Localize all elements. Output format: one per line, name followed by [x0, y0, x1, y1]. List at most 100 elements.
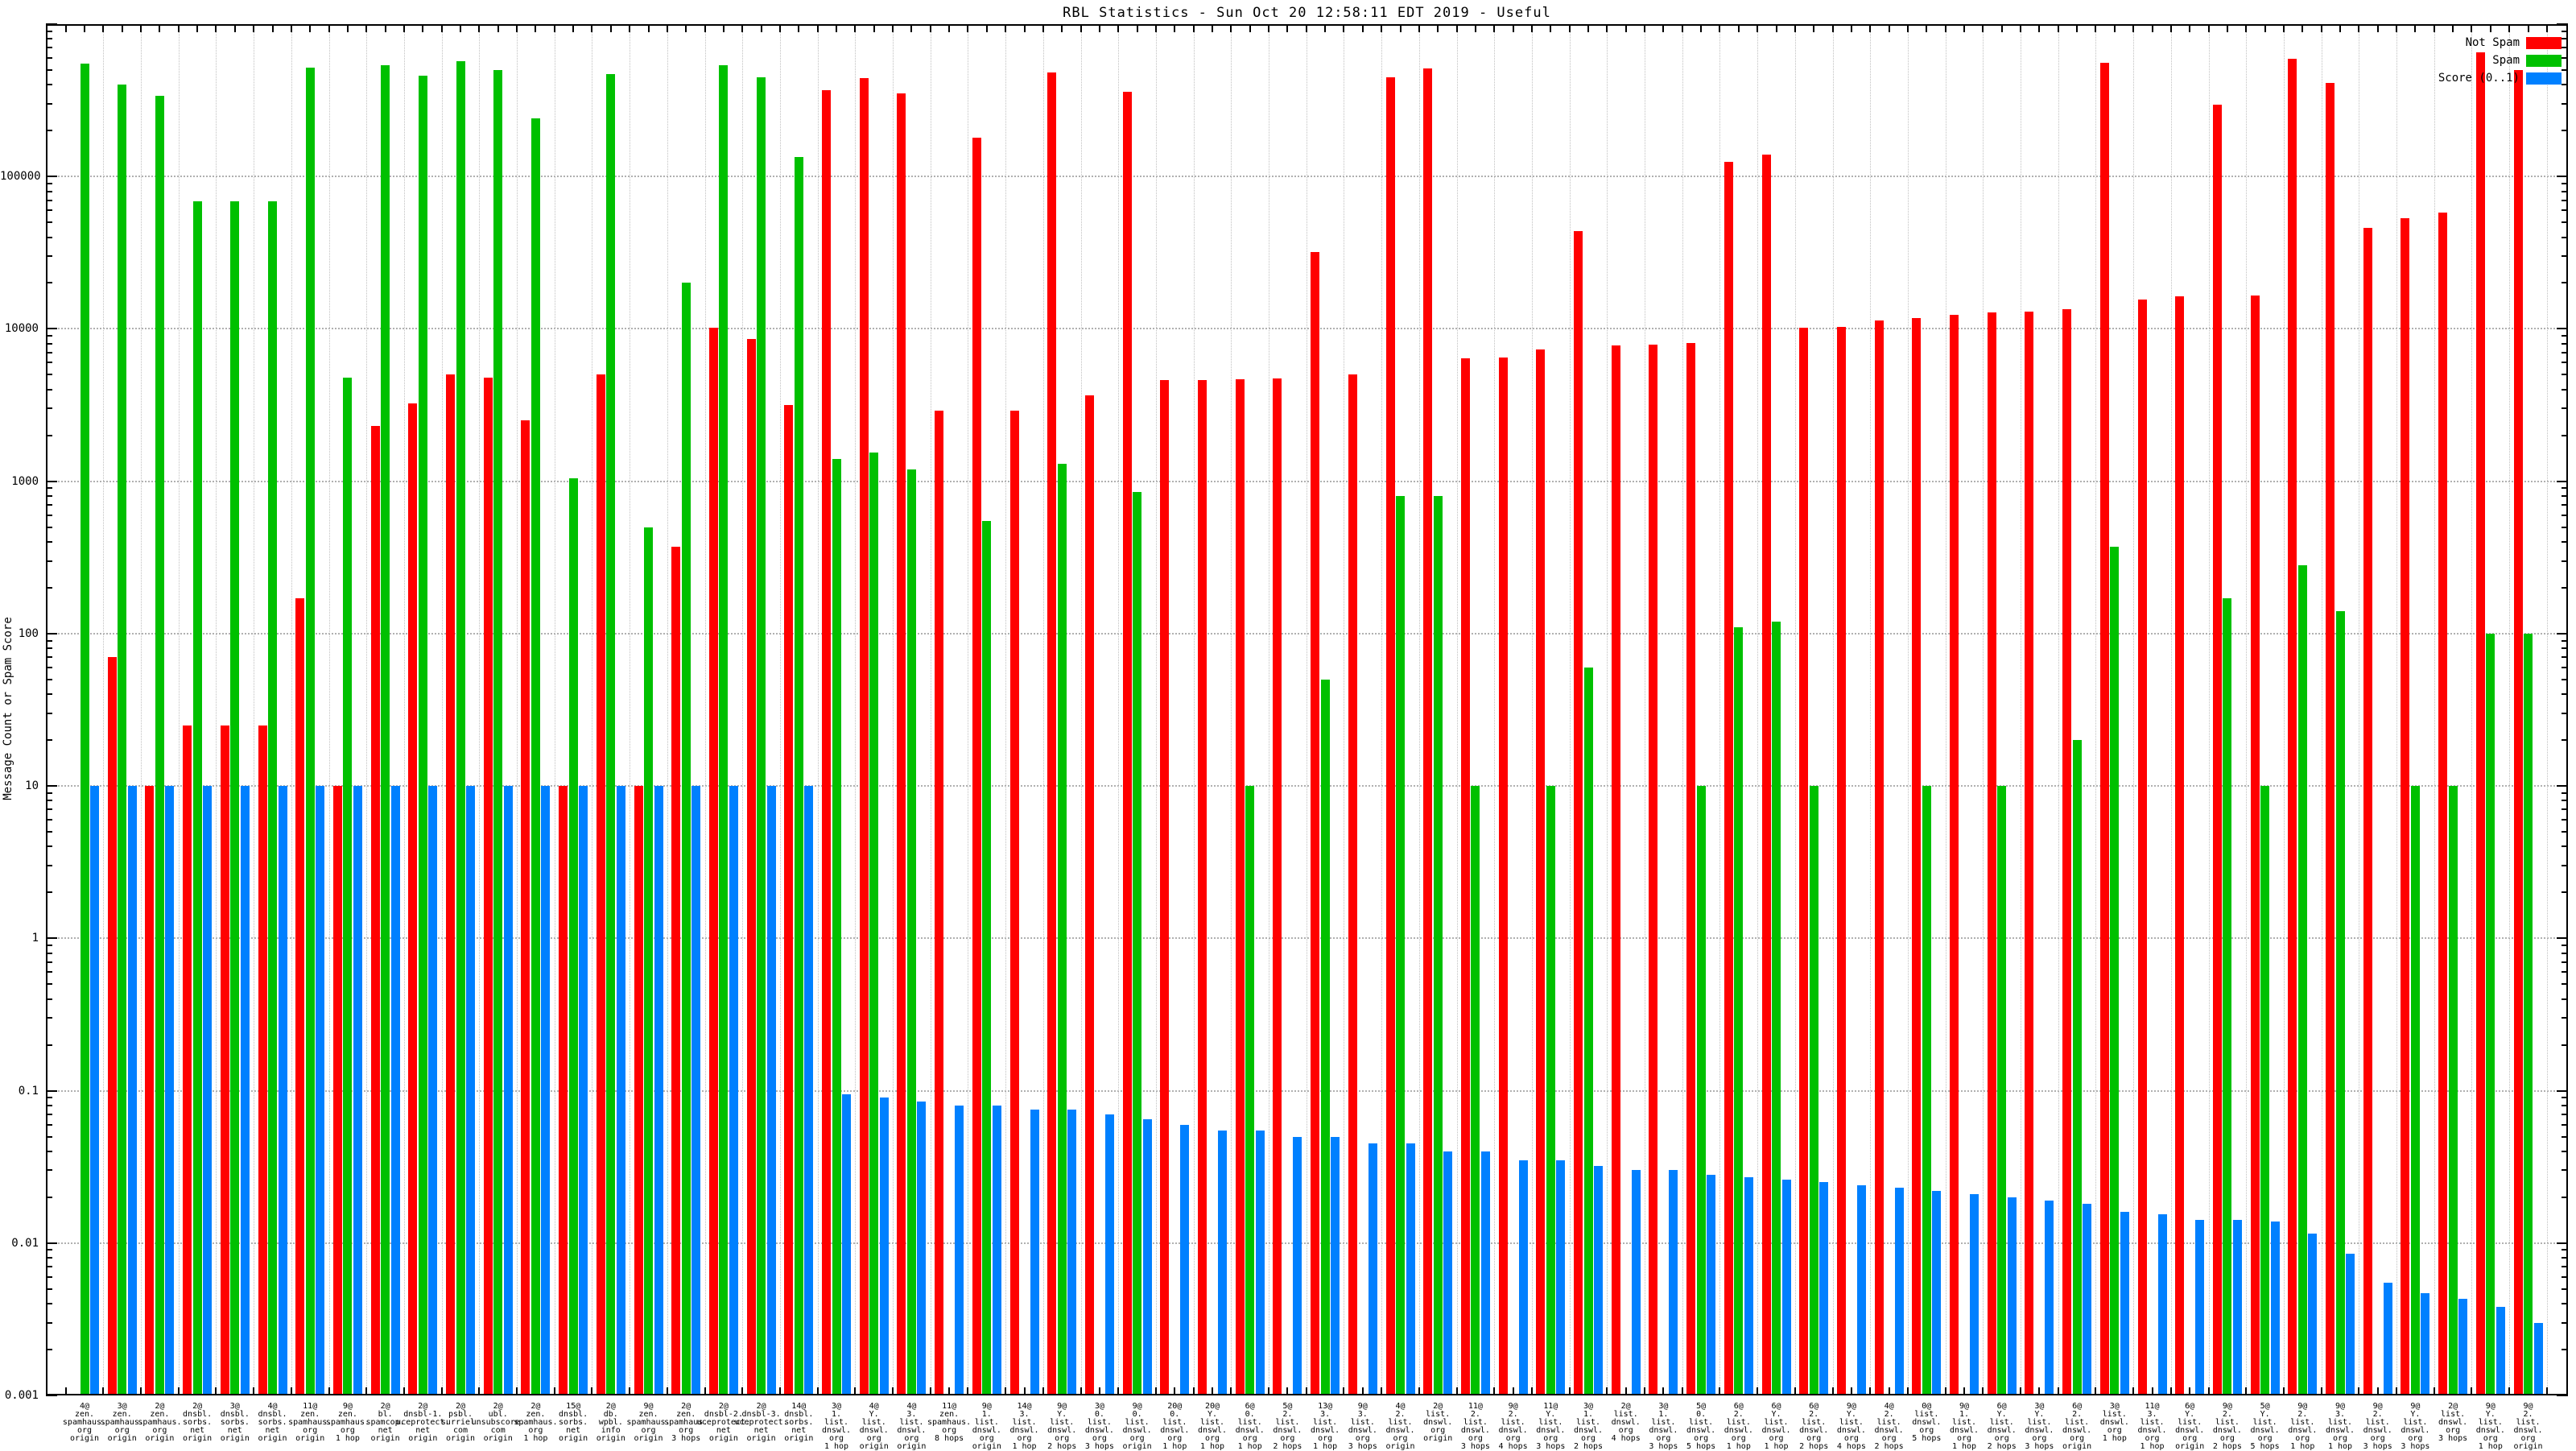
x-tick [1474, 24, 1476, 32]
x-category-label: 14@ dnsbl. sorbs. net origin [784, 1402, 814, 1443]
x-tick [422, 24, 424, 32]
x-tick [948, 1387, 951, 1395]
bar-score-0-1 [2496, 1307, 2505, 1394]
x-tick [2527, 24, 2529, 32]
bar-spam [1922, 786, 1931, 1394]
bar-spam [1396, 496, 1405, 1394]
bar-not-spam [2363, 228, 2372, 1394]
x-tick [760, 24, 762, 32]
bar-not-spam [370, 426, 380, 1394]
y-tick-label: 10000 [4, 322, 39, 336]
x-tick [1418, 24, 1420, 32]
x-category-label: 3@ zen. spamhaus. org origin [100, 1402, 144, 1443]
bar-spam [794, 156, 803, 1394]
x-category-label: 9@ 2. list. dnswl. org 4 hops [1498, 1402, 1528, 1451]
bar-spam [2110, 547, 2120, 1394]
x-tick [741, 1387, 744, 1395]
bar-score-0-1 [1631, 1170, 1641, 1394]
x-tick [1869, 1387, 1872, 1395]
bar-score-0-1 [240, 786, 250, 1394]
y-tick-minor [46, 236, 52, 238]
x-tick [609, 24, 612, 32]
x-tick [121, 24, 123, 32]
x-tick [159, 24, 161, 32]
x-category-label: 6@ 2. list. dnswl. org origin [2062, 1402, 2092, 1451]
bar-not-spam [708, 327, 718, 1394]
y-tick-minor [2562, 503, 2568, 506]
bar-spam [1245, 786, 1255, 1394]
x-gridline [1832, 24, 1834, 1395]
x-gridline [1531, 24, 1533, 1395]
y-tick-minor [2562, 282, 2568, 284]
x-tick [1850, 24, 1852, 32]
bar-score-0-1 [1594, 1166, 1603, 1394]
y-tick-minor [46, 190, 52, 192]
x-tick [1399, 24, 1402, 32]
y-tick-minor [2562, 647, 2568, 650]
y-tick-minor [46, 351, 52, 353]
y-tick-label: 1 [31, 932, 39, 945]
bar-score-0-1 [1180, 1124, 1190, 1394]
x-category-label: 9@ 2. list. dnswl. org 3 hops [2363, 1402, 2392, 1451]
x-category-label: 2@ bl. spamcop. net origin [365, 1402, 405, 1443]
bar-not-spam [2137, 299, 2147, 1394]
bar-score-0-1 [1894, 1188, 1904, 1394]
x-tick [1042, 24, 1044, 32]
x-tick [685, 24, 687, 32]
bar-not-spam [859, 78, 869, 1394]
y-tick-major [46, 785, 57, 788]
bar-spam [381, 64, 390, 1394]
x-category-label: 13@ 3. list. dnswl. org 1 hop [1311, 1402, 1340, 1451]
x-tick [1023, 1387, 1026, 1395]
x-gridline [2246, 24, 2248, 1395]
bar-not-spam [1160, 380, 1170, 1394]
y-tick-minor [46, 495, 52, 497]
x-tick [892, 24, 894, 32]
x-tick [1737, 24, 1740, 32]
bar-spam [1583, 667, 1593, 1394]
x-tick [346, 24, 349, 32]
x-gridline [2058, 24, 2059, 1395]
bar-spam [681, 283, 691, 1394]
x-gridline [1193, 24, 1195, 1395]
x-tick [1493, 1387, 1496, 1395]
x-gridline [103, 24, 105, 1395]
y-tick-minor [46, 130, 52, 132]
y-tick-minor [46, 434, 52, 436]
x-tick [177, 1387, 180, 1395]
bar-score-0-1 [992, 1105, 1001, 1394]
y-tick-major [2557, 23, 2568, 25]
x-tick [1530, 1387, 1533, 1395]
bar-not-spam [258, 725, 267, 1394]
x-category-label: 20@ 0. list. dnswl. org 1 hop [1160, 1402, 1190, 1451]
y-tick-minor [2562, 971, 2568, 974]
x-tick [2057, 1387, 2059, 1395]
y-tick-minor [2562, 407, 2568, 410]
y-tick-minor [46, 1123, 52, 1126]
bar-spam [757, 76, 766, 1394]
y-axis-label: Message Count or Spam Score [2, 617, 14, 800]
x-gridline [1794, 24, 1796, 1395]
x-tick [1719, 24, 1721, 32]
x-category-label: 9@ 2. list. dnswl. org origin [2513, 1402, 2543, 1451]
x-tick [535, 24, 537, 32]
bar-not-spam [1423, 68, 1433, 1394]
y-tick-minor [2562, 1044, 2568, 1046]
y-tick-minor [46, 199, 52, 201]
x-category-label: 11@ zen. spamhaus. org 8 hops [927, 1402, 972, 1443]
x-tick [1381, 1387, 1383, 1395]
x-category-label: 4@ 3. list. dnswl. org origin [897, 1402, 927, 1451]
x-category-label: 2@ zen. spamhaus. org 3 hops [664, 1402, 708, 1443]
x-tick [2095, 24, 2097, 32]
x-tick [1230, 24, 1232, 32]
x-tick [1719, 1387, 1721, 1395]
x-tick [2545, 24, 2548, 32]
x-gridline [1682, 24, 1683, 1395]
x-gridline [1080, 24, 1082, 1395]
bar-score-0-1 [1030, 1110, 1039, 1394]
bar-spam [1133, 492, 1142, 1394]
x-tick [1606, 24, 1608, 32]
x-tick [2095, 1387, 2097, 1395]
x-tick [2489, 24, 2491, 32]
y-tick-minor [46, 102, 52, 105]
